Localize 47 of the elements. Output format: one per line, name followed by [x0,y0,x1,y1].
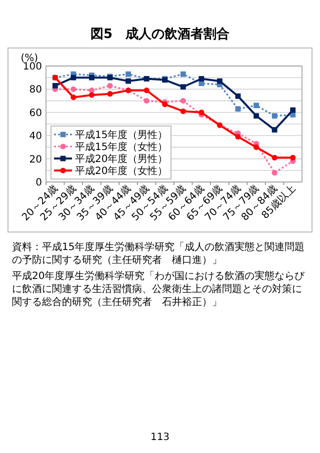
point [144,88,150,94]
point [272,127,278,132]
point [52,83,58,88]
point [235,106,241,112]
text: 113 [150,432,170,443]
y-tick-label: 60 [29,108,42,119]
y-tick-label: 40 [29,131,42,142]
point [254,113,259,119]
point [290,154,296,160]
point [235,134,241,140]
point [290,107,296,113]
point [253,144,260,150]
point [88,88,95,94]
point [217,78,222,84]
point [198,76,204,82]
point [107,91,113,97]
point [272,154,278,160]
legend-label: 平成15年度（女性） [75,141,168,153]
chart-title: 図5 成人の飲酒者割合 [90,26,230,42]
point [107,82,113,89]
point [88,92,95,98]
y-tick-label: 80 [29,84,42,96]
point [180,108,186,114]
point [198,110,204,116]
point [70,94,76,100]
y-tick-label: 0 [36,178,42,188]
y-tick-label: 100 [22,62,42,72]
point [162,101,168,108]
legend-label: 平成20年度（女性） [75,165,168,177]
point [272,113,278,119]
y-tick-label: 20 [29,154,42,166]
legend-label: 平成15年度（男性） [75,129,168,141]
point [180,98,186,104]
point [254,102,259,108]
text: 平成20年度厚生労働科学研究「わが国における飲酒の実態ならびに飲酒に関連する生活習慣病、公衆衛生上の諸問題とその対策に関する総合的研究（主任研究者 石井裕正）」 [12,270,306,308]
text: 資料：平成15年度厚生労働科学研究「成人の飲酒実態と関連問題の予防に関する研究（主任研究者 樋口進）」 [12,241,305,266]
point [126,78,131,84]
legend-label: 平成20年度（男性） [75,153,168,165]
point [70,74,76,80]
point [272,170,278,176]
point [126,71,131,77]
point [180,84,186,90]
point [70,86,76,92]
point [89,74,94,80]
point [144,98,150,104]
point [235,93,241,99]
point [180,71,186,77]
